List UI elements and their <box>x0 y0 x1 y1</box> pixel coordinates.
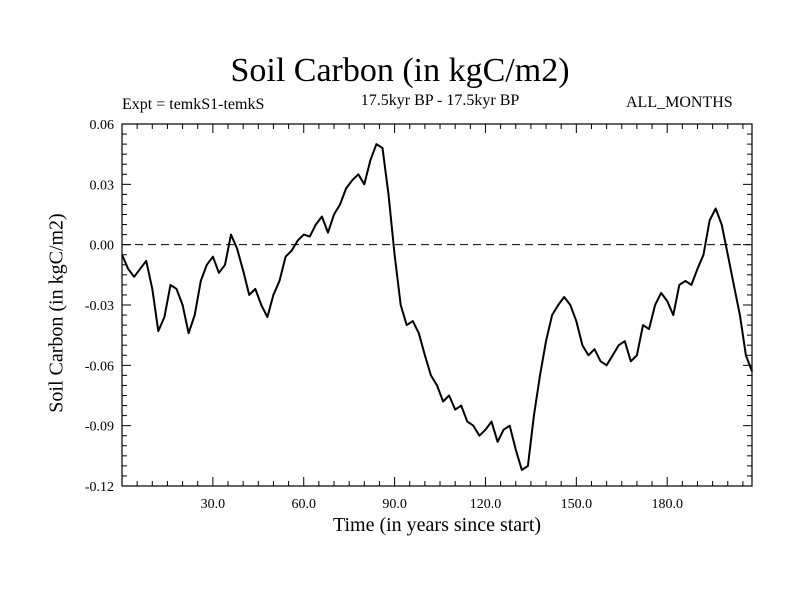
x-tick-label: 150.0 <box>561 497 593 512</box>
y-tick-label: 0.00 <box>90 239 115 254</box>
y-tick-label: -0.03 <box>85 299 114 314</box>
plot-frame <box>121 123 753 487</box>
months-label: ALL_MONTHS <box>626 94 733 111</box>
series-line-soil-carbon <box>121 143 753 471</box>
y-tick-label: -0.12 <box>85 480 114 495</box>
y-tick-label: 0.06 <box>90 118 115 133</box>
x-axis-label: Time (in years since start) <box>332 514 542 536</box>
x-tick-label: 90.0 <box>382 497 407 512</box>
x-tick-label: 180.0 <box>651 497 683 512</box>
experiment-label: Expt = temkS1-temkS <box>122 96 265 113</box>
period-label: 17.5kyr BP - 17.5kyr BP <box>360 92 520 109</box>
x-tick-label: 60.0 <box>291 497 316 512</box>
y-tick-label: -0.09 <box>85 420 114 435</box>
x-tick-label: 120.0 <box>470 497 502 512</box>
y-tick-label: 0.03 <box>90 178 115 193</box>
chart-title: Soil Carbon (in kgC/m2) <box>230 52 570 89</box>
y-tick-label: -0.06 <box>85 359 114 374</box>
x-tick-label: 30.0 <box>201 497 226 512</box>
